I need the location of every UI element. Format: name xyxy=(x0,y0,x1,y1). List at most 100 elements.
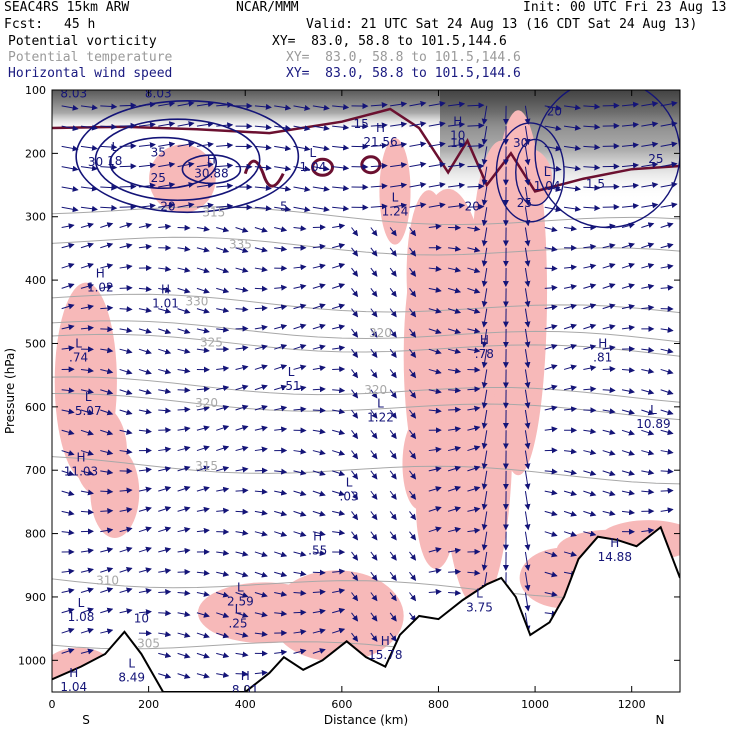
wind-vector xyxy=(177,547,191,554)
wind-vector xyxy=(196,425,210,432)
wind-vector xyxy=(293,165,311,172)
wind-vector xyxy=(564,264,578,271)
wind-vector xyxy=(119,285,133,292)
wind-vector xyxy=(216,591,230,598)
wind-vector xyxy=(312,386,326,393)
wind-vector xyxy=(332,205,350,212)
wind-vector xyxy=(563,531,578,537)
wind-vector xyxy=(332,529,346,536)
wind-vector xyxy=(293,570,307,577)
axes-layer: 0 200 400 600 800 1000 1200 100 200 300 400 500 600 7… xyxy=(18,84,680,711)
wind-vector xyxy=(563,323,578,330)
field-theta-name: Potential temperature xyxy=(8,50,173,65)
wind-vector xyxy=(481,207,488,227)
wind-vector xyxy=(332,164,350,171)
wind-vector xyxy=(370,142,388,149)
wind-vector xyxy=(351,531,359,541)
wind-vector xyxy=(621,121,640,128)
wind-vector xyxy=(312,449,326,456)
extremum-value: 1.04 xyxy=(300,160,327,174)
wind-vector xyxy=(235,227,249,233)
wind-vector xyxy=(312,490,326,497)
wind-vector xyxy=(274,426,288,433)
y-tick-label: 600 xyxy=(25,401,46,414)
extremum-value: 21.56 xyxy=(363,135,397,149)
extremum-value: 1.02 xyxy=(87,281,114,295)
wind-vector xyxy=(138,222,152,229)
theta-label: 320 xyxy=(195,396,218,410)
wind-vector xyxy=(235,550,249,557)
wind-vector xyxy=(254,266,268,273)
wind-vector xyxy=(544,125,562,132)
wind-vector xyxy=(235,631,249,638)
wind-vector xyxy=(254,611,268,618)
wind-vector xyxy=(370,348,378,358)
extremum-marker: L xyxy=(392,191,399,205)
wind-vector xyxy=(621,470,635,476)
wind-vector xyxy=(370,227,378,237)
wind-vector xyxy=(216,287,230,294)
wind-vector xyxy=(447,287,462,294)
wind-vector xyxy=(216,183,234,190)
wind-vector xyxy=(119,608,133,615)
wind-vector xyxy=(583,428,597,435)
extremum-value: .78 xyxy=(475,347,494,361)
wind-vector xyxy=(544,104,562,111)
wind-vector xyxy=(332,243,346,249)
wind-vector xyxy=(660,284,674,291)
wind-contour-label: 25 xyxy=(648,152,663,166)
extremum-marker: L xyxy=(544,165,551,179)
center-title: NCAR/MMM xyxy=(236,0,299,15)
wind-vector xyxy=(196,591,210,597)
wind-vector xyxy=(274,489,288,496)
wind-vector xyxy=(312,510,326,517)
wind-vector xyxy=(293,303,307,310)
wind-vector xyxy=(370,571,378,582)
wind-vector xyxy=(196,225,210,232)
wind-vector xyxy=(293,364,307,371)
wind-vector xyxy=(293,648,307,655)
wind-vector xyxy=(641,141,659,148)
wind-vector xyxy=(351,612,359,622)
extremum-value: 11.03 xyxy=(64,464,98,478)
wind-vector xyxy=(563,303,578,310)
wind-vector xyxy=(61,165,79,172)
wind-vector xyxy=(481,227,488,247)
wind-vector xyxy=(544,344,558,350)
wind-vector xyxy=(370,409,378,419)
theta-isentrope xyxy=(52,236,680,256)
wind-vector xyxy=(80,222,94,229)
wind-vector xyxy=(641,347,655,353)
wind-vector xyxy=(370,183,388,190)
wind-vector xyxy=(196,141,214,148)
theta-label: 320 xyxy=(364,383,387,397)
wind-vector xyxy=(274,551,288,558)
wind-vector xyxy=(61,607,75,614)
extremum-marker: H xyxy=(96,267,105,281)
wind-vector xyxy=(274,304,288,311)
wind-vector xyxy=(370,203,388,210)
wind-vector xyxy=(524,369,531,389)
wind-vector xyxy=(235,571,249,578)
wind-vector xyxy=(274,364,288,370)
wind-vector xyxy=(524,308,531,328)
wind-vector xyxy=(641,101,659,107)
wind-vector xyxy=(641,488,655,495)
wind-vector xyxy=(428,202,446,209)
wind-vector xyxy=(467,142,485,149)
wind-vector xyxy=(524,572,531,592)
wind-vector xyxy=(390,202,408,209)
wind-vector xyxy=(158,631,172,638)
field-wind-xy: XY= 83.0, 58.8 to 101.5,144.6 xyxy=(286,66,521,81)
wind-vector xyxy=(370,470,378,480)
wind-vector xyxy=(158,568,172,574)
wind-vector xyxy=(481,288,488,308)
wind-vector xyxy=(351,328,359,338)
wind-vector xyxy=(119,306,133,313)
wind-vector xyxy=(563,551,578,557)
wind-vector xyxy=(293,448,307,455)
theta-label: 320 xyxy=(369,326,392,340)
wind-vector xyxy=(467,122,485,129)
extremum-value: 5.07 xyxy=(75,404,102,418)
wind-vector xyxy=(428,307,442,314)
